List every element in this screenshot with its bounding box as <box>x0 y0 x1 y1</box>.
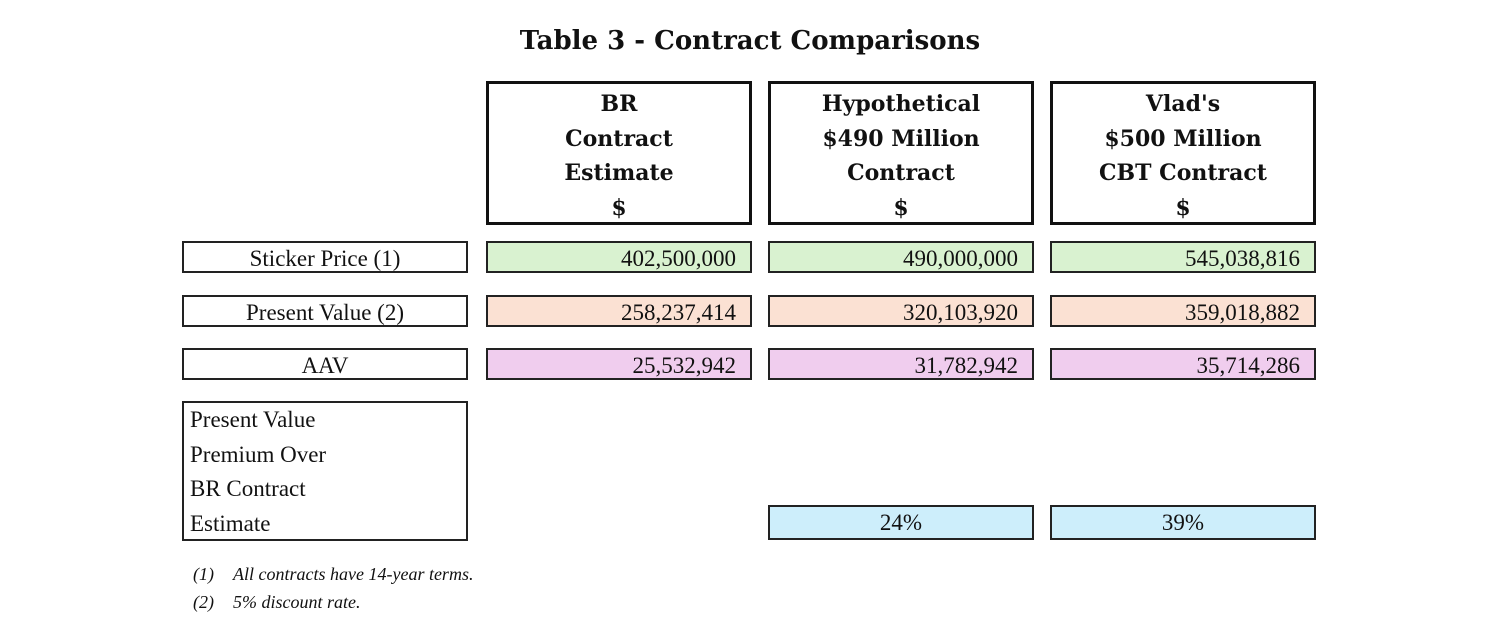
cell-aav-vlad: 35,714,286 <box>1050 348 1316 380</box>
cell-sticker-hypothetical: 490,000,000 <box>768 241 1034 273</box>
header-line: Contract <box>565 125 673 152</box>
column-header-hypothetical: Hypothetical $490 Million Contract $ <box>768 81 1034 225</box>
header-line: Vlad's <box>1145 91 1221 117</box>
cell-pv-vlad: 359,018,882 <box>1050 295 1316 327</box>
header-line: Hypothetical <box>821 91 981 117</box>
footnote-marker: (2) <box>193 592 214 612</box>
row-label-premium: Present Value Premium Over BR Contract E… <box>182 401 468 541</box>
footnote-text: 5% discount rate. <box>233 592 361 612</box>
cell-sticker-vlad: 545,038,816 <box>1050 241 1316 273</box>
header-line: CBT Contract <box>1099 160 1267 186</box>
row-label-sticker-price: Sticker Price (1) <box>182 241 468 273</box>
row-label-aav: AAV <box>182 348 468 380</box>
header-line: $490 Million <box>822 125 980 152</box>
label-line: Estimate <box>190 510 271 536</box>
cell-premium-hypothetical: 24% <box>768 505 1034 540</box>
footnote-text: All contracts have 14-year terms. <box>233 564 474 584</box>
table-title: Table 3 - Contract Comparisons <box>519 26 981 56</box>
row-label-present-value: Present Value (2) <box>182 295 468 327</box>
cell-pv-hypothetical: 320,103,920 <box>768 295 1034 327</box>
header-line: Estimate <box>564 160 674 186</box>
footnote-2: (2) 5% discount rate. <box>193 592 361 613</box>
header-line: $500 Million <box>1104 125 1262 152</box>
column-header-vlad: Vlad's $500 Million CBT Contract $ <box>1050 81 1316 225</box>
header-line: Contract <box>847 160 955 186</box>
cell-sticker-br: 402,500,000 <box>486 241 752 273</box>
header-line: BR <box>600 91 638 117</box>
column-header-br-estimate: BR Contract Estimate $ <box>486 81 752 225</box>
label-line: Present Value <box>190 407 316 432</box>
label-line: Premium Over <box>190 441 327 467</box>
header-line: $ <box>611 194 627 221</box>
footnote-1: (1) All contracts have 14-year terms. <box>193 564 473 585</box>
cell-premium-vlad: 39% <box>1050 505 1316 540</box>
cell-aav-hypothetical: 31,782,942 <box>768 348 1034 380</box>
header-line: $ <box>893 194 909 221</box>
label-line: BR Contract <box>190 476 306 501</box>
footnote-marker: (1) <box>193 564 214 584</box>
cell-aav-br: 25,532,942 <box>486 348 752 380</box>
header-line: $ <box>1175 194 1191 221</box>
cell-pv-br: 258,237,414 <box>486 295 752 327</box>
